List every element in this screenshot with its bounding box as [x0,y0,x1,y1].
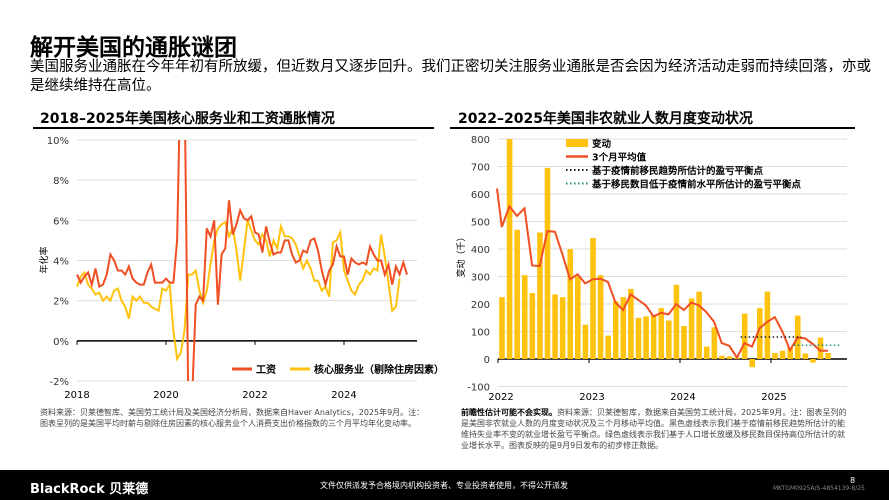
y-tick-label: -2% [50,377,69,388]
bar [673,284,680,359]
bar [779,350,786,359]
y-axis-label: 变动（千） [455,232,467,277]
x-tick-label: 2023 [579,392,604,403]
x-tick-label: 2020 [153,390,178,401]
note-bold: 前瞻性估计可能不会实现。 [461,408,557,417]
legend-label: 变动 [592,138,612,150]
bar [825,352,831,359]
y-tick-label: 6% [53,216,69,227]
bar [703,346,710,359]
legend-label: 工资 [256,363,276,376]
x-tick-label: 2024 [670,392,695,403]
bar [643,316,649,359]
legend-label: 核心服务业（剔除住房因素） [314,363,444,376]
legend-label: 基于疫情前移民趋势所估计的盈亏平衡点 [591,165,764,177]
bar [521,275,528,359]
right-chart-note: 前瞻性估计可能不会实现。资料来源：贝莱德智库，数据来自美国劳工统计局，2025年… [461,407,851,451]
bar [658,308,665,359]
y-tick-label: 200 [471,300,490,311]
y-tick-label: 600 [471,190,490,201]
y-tick-label: 700 [471,163,490,174]
y-tick-label: 0% [53,337,69,348]
y-tick-label: 0 [484,355,490,366]
bar [552,294,558,359]
x-tick-label: 2018 [64,390,89,401]
bar [817,337,824,359]
bar [635,317,642,359]
page-title: 解开美国的通胀谜团 [30,35,237,61]
bar [559,297,566,359]
x-tick-label: 2024 [331,390,356,401]
bar [612,301,619,359]
bar [749,359,756,368]
blackrock-logo: BlackRock 贝莱德 [30,482,149,497]
bar [499,297,505,359]
bar [772,352,778,359]
bar [605,335,611,359]
bar [650,315,657,359]
bar [741,313,748,359]
bar [787,348,793,359]
three-month-average-line [496,188,828,360]
bar [757,308,763,359]
left-chart-note: 资料来源：贝莱德智库、美国劳工统计局及美国经济分析局，数据来自Haver Ana… [40,408,425,428]
series-line-核心服务业（剔除住房因素） [76,219,401,362]
bar [620,297,627,359]
bar [764,291,771,359]
document-code: MKTGM0925A/S-4854139-8/25 [773,485,865,492]
legend-swatch [566,139,588,147]
bar [567,249,574,359]
bar [666,320,672,359]
y-tick-label: 500 [471,218,490,229]
left-title-rule [33,127,434,129]
right-chart-title: 2022–2025年美国非农就业人数月度变动状况 [458,111,753,127]
note-text: 资料来源：贝莱德智库，数据来自美国劳工统计局，2025年9月。注：图表呈列的是美… [461,408,847,450]
y-tick-label: 8% [53,176,69,187]
bar [590,238,596,359]
x-tick-label: 2022 [488,392,513,403]
y-tick-label: 10% [47,136,69,147]
x-tick-label: 2022 [242,390,267,401]
y-tick-label: 300 [471,273,490,284]
bar [514,229,520,359]
y-tick-label: 100 [471,328,490,339]
y-tick-label: 2% [53,297,69,308]
bar [681,326,687,359]
bar [810,359,816,363]
bar [696,291,702,359]
right-title-rule [450,127,855,129]
bar [529,293,536,359]
series-line-工资 [76,140,408,381]
y-tick-label: -100 [467,383,490,394]
page-number: 8 [850,476,856,485]
bar [688,298,695,359]
y-tick-label: 4% [53,257,69,268]
bar [719,355,725,359]
bar [628,288,634,359]
bar [506,139,513,359]
footer: BlackRock 贝莱德 文件仅供派发予合格境内机构投资者、专业投资者使用，不… [0,470,889,500]
page-subtitle: 美国服务业通胀在今年年初有所放缓，但近数月又逐步回升。我们正密切关注服务业通胀是… [30,59,871,94]
footer-disclaimer: 文件仅供派发予合格境内机构投资者、专业投资者使用，不得公开派发 [320,481,568,490]
legend-label: 基于移民数目低于疫情前水平所估计的盈亏平衡点 [591,179,802,191]
bar [726,356,733,359]
y-tick-label: 400 [471,245,490,256]
x-tick-label: 2025 [761,392,786,403]
left-chart-title: 2018–2025年美国核心服务业和工资通胀情况 [40,111,335,127]
bar [544,167,551,359]
bar [597,275,604,359]
y-axis-label: 年化率 [38,246,50,273]
bar [537,232,543,359]
bar [582,324,589,359]
bar [802,353,809,359]
bar [575,276,581,359]
y-tick-label: 800 [471,135,490,146]
legend-label: 3个月平均值 [592,152,647,164]
bar [711,327,718,359]
